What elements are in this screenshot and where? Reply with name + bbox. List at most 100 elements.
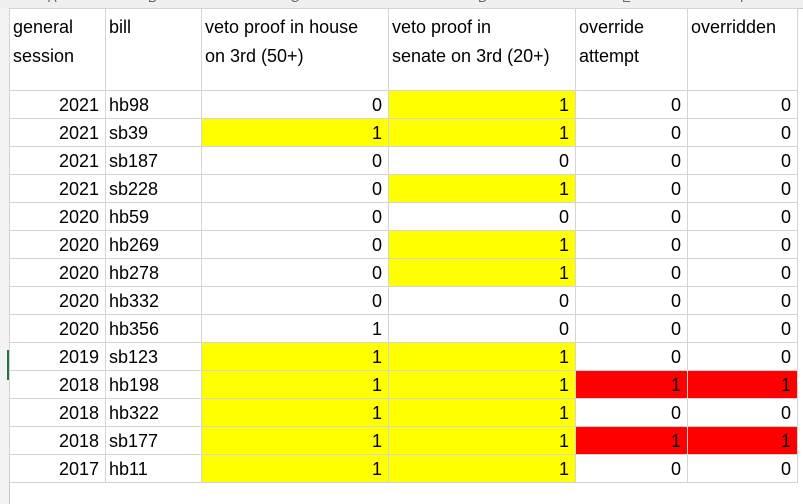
attempt-cell[interactable]: 0 <box>575 118 688 147</box>
bill-cell[interactable]: sb177 <box>105 426 202 455</box>
attempt-cell[interactable]: 1 <box>575 370 688 399</box>
house-cell[interactable]: 1 <box>201 342 389 371</box>
bill-cell[interactable]: hb198 <box>105 370 202 399</box>
bill-cell[interactable]: sb123 <box>105 342 202 371</box>
column-letter-e[interactable]: E <box>622 0 631 5</box>
overridden-cell[interactable]: 0 <box>687 230 798 259</box>
attempt-cell[interactable]: 0 <box>575 202 688 231</box>
senate-cell[interactable]: 1 <box>388 370 576 399</box>
overridden-cell[interactable]: 0 <box>687 286 798 315</box>
bill-cell[interactable]: hb11 <box>105 454 202 483</box>
table-row: 2019 sb123 1 1 0 0 <box>9 342 798 371</box>
house-cell[interactable]: 1 <box>201 118 389 147</box>
house-cell[interactable]: 0 <box>201 258 389 287</box>
session-cell[interactable]: 2020 <box>9 202 106 231</box>
senate-cell[interactable]: 1 <box>388 258 576 287</box>
attempt-cell[interactable]: 0 <box>575 146 688 175</box>
overridden-cell[interactable]: 1 <box>687 426 798 455</box>
senate-cell[interactable]: 0 <box>388 314 576 343</box>
attempt-cell[interactable]: 0 <box>575 286 688 315</box>
senate-cell[interactable]: 0 <box>388 286 576 315</box>
senate-cell[interactable]: 1 <box>388 90 576 119</box>
house-cell[interactable]: 1 <box>201 426 389 455</box>
session-cell[interactable]: 2021 <box>9 174 106 203</box>
bill-cell[interactable]: hb322 <box>105 398 202 427</box>
overridden-cell[interactable]: 1 <box>687 370 798 399</box>
session-cell[interactable]: 2021 <box>9 118 106 147</box>
overridden-cell[interactable]: 0 <box>687 314 798 343</box>
bill-cell[interactable]: hb269 <box>105 230 202 259</box>
overridden-cell[interactable]: 0 <box>687 454 798 483</box>
attempt-cell[interactable]: 0 <box>575 314 688 343</box>
senate-cell[interactable]: 1 <box>388 230 576 259</box>
senate-cell[interactable]: 1 <box>388 174 576 203</box>
attempt-cell[interactable]: 1 <box>575 426 688 455</box>
attempt-cell[interactable]: 0 <box>575 174 688 203</box>
session-cell[interactable]: 2020 <box>9 258 106 287</box>
session-cell[interactable]: 2020 <box>9 230 106 259</box>
attempt-cell[interactable]: 0 <box>575 90 688 119</box>
session-cell[interactable]: 2020 <box>9 286 106 315</box>
column-letter-a[interactable]: A <box>48 0 57 5</box>
header-cell-veto-proof-house[interactable]: veto proof in house on 3rd (50+) <box>201 8 389 91</box>
header-cell-veto-proof-senate[interactable]: veto proof in senate on 3rd (20+) <box>388 8 576 91</box>
house-cell[interactable]: 1 <box>201 398 389 427</box>
house-cell[interactable]: 0 <box>201 286 389 315</box>
column-letter-d[interactable]: D <box>478 0 487 5</box>
senate-cell[interactable]: 0 <box>388 146 576 175</box>
overridden-cell[interactable]: 0 <box>687 202 798 231</box>
session-cell[interactable]: 2021 <box>9 90 106 119</box>
attempt-cell[interactable]: 0 <box>575 230 688 259</box>
column-letter-c[interactable]: C <box>290 0 299 5</box>
bill-cell[interactable]: sb39 <box>105 118 202 147</box>
bill-cell[interactable]: hb59 <box>105 202 202 231</box>
overridden-cell[interactable]: 0 <box>687 174 798 203</box>
overridden-cell[interactable]: 0 <box>687 146 798 175</box>
session-cell[interactable]: 2018 <box>9 370 106 399</box>
session-cell[interactable]: 2021 <box>9 146 106 175</box>
header-cell-general-session[interactable]: general session <box>9 8 106 91</box>
house-cell[interactable]: 1 <box>201 454 389 483</box>
bill-cell[interactable]: hb278 <box>105 258 202 287</box>
session-cell[interactable]: 2018 <box>9 398 106 427</box>
house-cell[interactable]: 1 <box>201 314 389 343</box>
attempt-cell[interactable]: 0 <box>575 454 688 483</box>
house-cell[interactable]: 0 <box>201 202 389 231</box>
bill-cell[interactable]: hb332 <box>105 286 202 315</box>
selected-row-marker <box>7 350 9 380</box>
senate-cell[interactable]: 1 <box>388 398 576 427</box>
column-letter-f[interactable]: F <box>740 0 748 5</box>
session-cell[interactable]: 2017 <box>9 454 106 483</box>
header-row: general session bill veto proof in house o… <box>9 8 798 91</box>
session-cell[interactable]: 2019 <box>9 342 106 371</box>
table-row: 2020 hb59 0 0 0 0 <box>9 202 798 231</box>
bill-cell[interactable]: sb228 <box>105 174 202 203</box>
senate-cell[interactable]: 1 <box>388 118 576 147</box>
attempt-cell[interactable]: 0 <box>575 342 688 371</box>
overridden-cell[interactable]: 0 <box>687 342 798 371</box>
house-cell[interactable]: 0 <box>201 174 389 203</box>
header-cell-overridden[interactable]: overridden <box>687 8 798 91</box>
attempt-cell[interactable]: 0 <box>575 258 688 287</box>
senate-cell[interactable]: 1 <box>388 342 576 371</box>
bill-cell[interactable]: hb356 <box>105 314 202 343</box>
bill-cell[interactable]: sb187 <box>105 146 202 175</box>
bill-cell[interactable]: hb98 <box>105 90 202 119</box>
house-cell[interactable]: 0 <box>201 230 389 259</box>
session-cell[interactable]: 2020 <box>9 314 106 343</box>
column-letter-b[interactable]: B <box>148 0 157 5</box>
header-cell-override-attempt[interactable]: override attempt <box>575 8 688 91</box>
overridden-cell[interactable]: 0 <box>687 258 798 287</box>
overridden-cell[interactable]: 0 <box>687 90 798 119</box>
overridden-cell[interactable]: 0 <box>687 118 798 147</box>
overridden-cell[interactable]: 0 <box>687 398 798 427</box>
header-cell-bill[interactable]: bill <box>105 8 202 91</box>
session-cell[interactable]: 2018 <box>9 426 106 455</box>
senate-cell[interactable]: 1 <box>388 454 576 483</box>
house-cell[interactable]: 0 <box>201 146 389 175</box>
attempt-cell[interactable]: 0 <box>575 398 688 427</box>
senate-cell[interactable]: 0 <box>388 202 576 231</box>
house-cell[interactable]: 0 <box>201 90 389 119</box>
house-cell[interactable]: 1 <box>201 370 389 399</box>
senate-cell[interactable]: 1 <box>388 426 576 455</box>
